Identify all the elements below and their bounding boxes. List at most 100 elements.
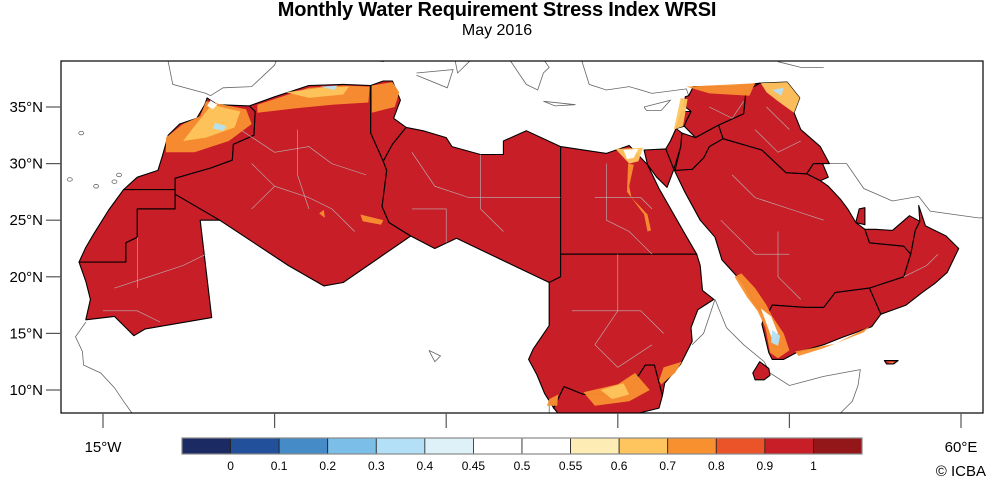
island-outline: [111, 179, 118, 184]
colorbar-label: 0: [227, 459, 234, 473]
colorbar-swatch: [618, 437, 669, 455]
colorbar-swatch: [764, 437, 814, 455]
coastline: [510, 61, 690, 98]
colorbar-swatch: [715, 437, 766, 455]
admin-boundary: [103, 310, 161, 323]
colorbar-label: 0.4: [417, 459, 434, 473]
low-wrsi-patch: [772, 87, 784, 96]
lon-tick-label: 15°W: [85, 439, 123, 456]
country-libya: [381, 126, 562, 284]
low-wrsi-patch: [623, 148, 639, 160]
coastline: [167, 61, 277, 97]
island-outline: [78, 130, 85, 136]
admin-boundary: [251, 163, 276, 210]
colorbar-swatch: [327, 437, 377, 455]
coastline: [829, 163, 983, 219]
colorbar-swatch: [570, 437, 620, 455]
admin-boundary: [766, 106, 790, 130]
low-wrsi-patch: [212, 122, 227, 131]
coastline: [454, 61, 471, 74]
lat-tick-label: 15°N: [9, 325, 43, 342]
map-subtitle: May 2016: [461, 22, 533, 39]
admin-boundary: [731, 174, 824, 221]
map-area: [66, 61, 983, 413]
low-wrsi-patch: [546, 394, 559, 406]
low-wrsi-patch: [686, 83, 756, 96]
low-wrsi-patch: [771, 330, 781, 346]
colorbar-swatch: [521, 437, 571, 455]
low-wrsi-patch: [207, 100, 218, 110]
island-outline: [66, 177, 73, 182]
low-wrsi-patch: [659, 361, 682, 385]
colorbar-swatch: [230, 437, 280, 455]
colorbar-label: 0.8: [708, 459, 725, 473]
admin-boundary: [274, 185, 355, 232]
country-uae: [864, 215, 921, 255]
admin-boundary: [240, 129, 367, 176]
map-title: Monthly Water Requirement Stress Index W…: [277, 0, 717, 21]
colorbar-swatch: [667, 437, 717, 455]
admin-boundary: [777, 231, 802, 300]
coastline: [543, 100, 576, 107]
colorbar-label: 0.7: [659, 459, 676, 473]
admin-boundary: [594, 197, 653, 210]
admin-boundary: [754, 129, 801, 153]
country-qatar: [855, 207, 866, 226]
admin-boundary: [572, 310, 664, 334]
island-outline: [93, 184, 100, 189]
map-frame: [60, 60, 984, 414]
lon-tick-label: 60°E: [945, 439, 978, 456]
map-axes: 35°N 30°N 25°N 20°N 15°N 10°N 15°W 60°E: [9, 99, 977, 456]
country-mauritania: [78, 193, 221, 337]
low-wrsi-patch: [627, 163, 651, 232]
coastline: [643, 99, 672, 111]
low-wrsi-patch: [760, 82, 800, 113]
low-wrsi-patch: [360, 214, 384, 225]
admin-boundary: [903, 253, 939, 278]
country-yemen: [761, 287, 882, 360]
low-wrsi-patch: [319, 210, 325, 218]
admin-boundary: [411, 152, 561, 198]
coastline: [75, 321, 132, 413]
low-wrsi-patch: [795, 326, 870, 356]
lat-tick-label: 30°N: [9, 156, 43, 173]
lat-tick-label: 35°N: [9, 99, 43, 116]
island-outline: [116, 172, 122, 178]
admin-boundary: [594, 344, 653, 368]
low-wrsi-patch: [886, 361, 895, 364]
low-wrsi-patch: [600, 383, 630, 400]
coastline: [777, 61, 824, 68]
coastline: [714, 299, 861, 413]
admin-boundary: [606, 163, 653, 255]
admin-boundary: [411, 208, 447, 243]
admin-boundary: [480, 154, 504, 232]
colorbar-label: 0.5: [514, 459, 531, 473]
colorbar-swatch: [813, 437, 863, 455]
colorbar-label: 0.55: [559, 459, 583, 473]
colorbar-frame: [181, 437, 863, 455]
colorbar-swatch: [375, 437, 426, 455]
low-wrsi-patch: [320, 85, 338, 90]
colorbar-label: 1: [810, 459, 817, 473]
colorbar-label: 0.6: [611, 459, 628, 473]
lat-tick-label: 25°N: [9, 212, 43, 229]
colorbar-swatch: [278, 437, 329, 455]
admin-boundary: [297, 129, 310, 209]
admin-boundary: [709, 101, 744, 119]
coastline: [691, 299, 716, 345]
country-palestine: [665, 127, 683, 170]
colorbar-label: 0.3: [368, 459, 385, 473]
country-djibouti: [752, 361, 771, 381]
colorbar-label: 0.2: [319, 459, 336, 473]
country-south-sudan-tip: [553, 364, 663, 413]
lat-tick-label: 20°N: [9, 269, 43, 286]
colorbar-label: 0.1: [271, 459, 288, 473]
coastline: [416, 69, 454, 89]
colorbar-swatch: [424, 437, 474, 455]
coastline: [376, 61, 384, 63]
colorbar-swatch: [473, 437, 523, 455]
copyright-credit: © ICBA: [935, 463, 986, 480]
colorbar-label: 0.45: [462, 459, 486, 473]
colorbar-swatch: [181, 437, 231, 455]
